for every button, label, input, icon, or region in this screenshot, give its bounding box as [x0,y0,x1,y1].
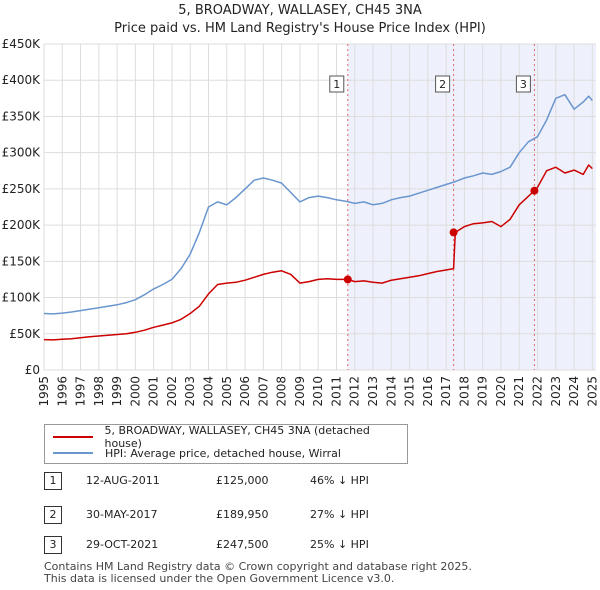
sale-hpi-diff: 25% ↓ HPI [310,538,369,551]
x-tick-label: 2023 [549,376,563,407]
y-tick-label: £150K [2,254,42,268]
x-tick-label: 2005 [220,376,234,407]
sale-date: 30-MAY-2017 [86,508,158,521]
sale-point [449,228,458,237]
ownership-shading [347,44,454,370]
x-tick-label: 2004 [202,376,216,407]
x-tick-label: 2009 [293,376,307,407]
x-tick-label: 1997 [74,376,88,407]
ownership-shading [453,44,535,370]
x-tick-label: 1998 [92,376,106,407]
x-tick-label: 2020 [494,376,508,407]
sale-point [530,186,539,195]
property-price-line [43,164,593,341]
sale-date: 29-OCT-2021 [86,538,159,551]
x-tick-label: 2011 [329,376,343,407]
hpi-line [43,93,593,315]
legend-line-hpi [53,452,93,454]
legend: 5, BROADWAY, WALLASEY, CH45 3NA (detache… [44,424,408,464]
x-tick-label: 2012 [348,376,362,407]
legend-line-property [53,436,93,438]
sale-row: 2 30-MAY-2017 £189,950 27% ↓ HPI [44,506,444,526]
sale-row: 3 29-OCT-2021 £247,500 25% ↓ HPI [44,536,444,556]
x-tick-label: 1995 [37,376,51,407]
x-tick-label: 2015 [403,376,417,407]
x-tick-label: 2002 [165,376,179,407]
x-tick-label: 2003 [183,376,197,407]
y-tick-label: £400K [2,73,42,87]
sale-point [343,275,352,284]
footer-licence: This data is licensed under the Open Gov… [44,572,395,585]
sale-price: £247,500 [216,538,269,551]
x-tick-label: 2016 [421,376,435,407]
x-tick-label: 2010 [311,376,325,407]
sale-hpi-diff: 46% ↓ HPI [310,474,369,487]
footer-copyright: Contains HM Land Registry data © Crown c… [44,560,472,573]
ownership-shading [534,44,596,370]
x-tick-label: 2008 [275,376,289,407]
sale-price: £125,000 [216,474,269,487]
chart-subtitle: Price paid vs. HM Land Registry's House … [114,21,486,36]
x-tick-label: 2025 [585,376,599,407]
x-tick-label: 1996 [55,376,69,407]
sale-marker-label: 2 [439,78,446,91]
sale-row: 1 12-AUG-2011 £125,000 46% ↓ HPI [44,472,444,492]
x-tick-label: 2013 [366,376,380,407]
x-tick-label: 2019 [476,376,490,407]
x-tick-label: 2006 [238,376,252,407]
sale-marker-label: 1 [333,78,340,91]
sale-number-badge: 1 [44,472,62,490]
sale-number-badge: 3 [44,536,62,554]
y-tick-label: £450K [2,37,42,51]
chart-title: 5, BROADWAY, WALLASEY, CH45 3NA [178,3,422,18]
footer: Contains HM Land Registry data © Crown c… [44,561,472,585]
x-tick-label: 2018 [457,376,471,407]
legend-label-hpi: HPI: Average price, detached house, Wirr… [105,446,341,460]
sale-marker-box [329,75,345,93]
y-tick-label: £350K [2,109,42,123]
sale-marker-box [435,75,451,93]
sale-marker-label: 3 [520,78,527,91]
x-tick-label: 2014 [384,376,398,407]
price-chart: 5, BROADWAY, WALLASEY, CH45 3NA Price pa… [2,3,600,407]
legend-item-property: 5, BROADWAY, WALLASEY, CH45 3NA (detache… [53,424,407,450]
y-tick-label: £300K [2,146,42,160]
y-tick-label: £200K [2,218,42,232]
y-tick-label: £0 [25,363,40,377]
sale-date: 12-AUG-2011 [86,474,160,487]
x-tick-label: 2024 [567,376,581,407]
x-tick-label: 2021 [512,376,526,407]
x-tick-label: 2001 [147,376,161,407]
sale-hpi-diff: 27% ↓ HPI [310,508,369,521]
sale-marker-box [515,75,531,93]
sale-price: £189,950 [216,508,269,521]
y-tick-label: £100K [2,291,42,305]
x-tick-label: 2007 [256,376,270,407]
legend-item-hpi: HPI: Average price, detached house, Wirr… [53,445,341,461]
x-tick-label: 2017 [439,376,453,407]
x-tick-label: 2022 [531,376,545,407]
legend-label-property: 5, BROADWAY, WALLASEY, CH45 3NA (detache… [104,424,370,450]
y-tick-label: £50K [9,327,41,341]
sale-number-badge: 2 [44,506,62,524]
x-tick-label: 1999 [110,376,124,407]
x-tick-label: 2000 [128,376,142,407]
y-tick-label: £250K [2,182,42,196]
